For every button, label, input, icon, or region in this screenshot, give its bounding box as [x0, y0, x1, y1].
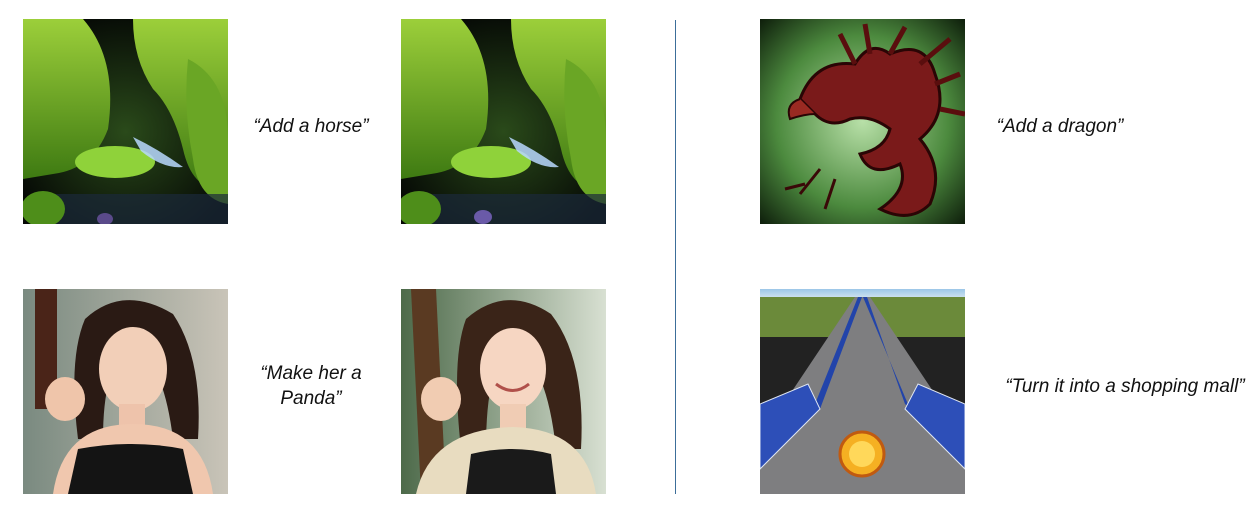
section-divider — [675, 20, 676, 494]
horse-input-image — [23, 19, 228, 224]
panda-input-image — [23, 289, 228, 494]
horse-output-image — [401, 19, 606, 224]
dragon-image — [760, 19, 965, 224]
panda-prompt-line1: “Make her a — [260, 363, 362, 384]
shopping-mall-image — [760, 289, 965, 494]
panda-prompt: “Make her a Panda” — [236, 361, 386, 411]
panda-prompt-line2: Panda” — [280, 388, 342, 409]
dragon-prompt: “Add a dragon” — [996, 116, 1124, 137]
panda-output-image — [401, 289, 606, 494]
horse-prompt: “Add a horse” — [253, 116, 369, 137]
shopping-mall-prompt: “Turn it into a shopping mall” — [1005, 376, 1245, 397]
